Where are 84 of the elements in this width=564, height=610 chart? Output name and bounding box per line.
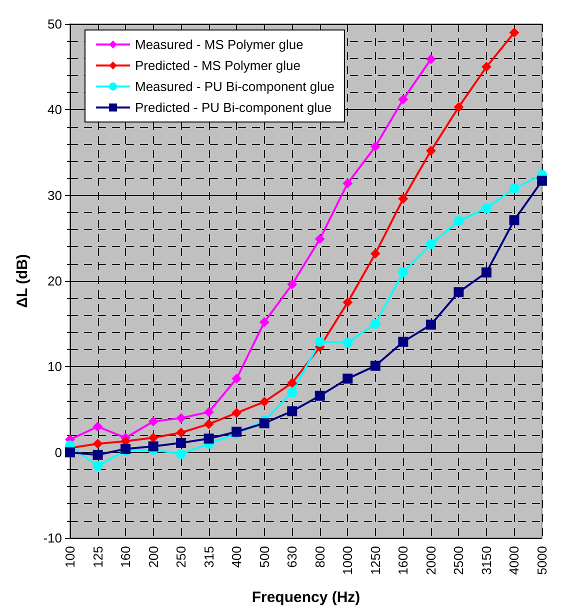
point: [537, 176, 547, 186]
x-tick-label: 800: [312, 546, 328, 568]
point: [370, 318, 380, 329]
point: [176, 413, 186, 424]
x-axis-title: Frequency (Hz): [252, 589, 360, 606]
point: [176, 449, 186, 460]
x-tick-label: 1600: [396, 546, 411, 575]
point: [509, 215, 520, 226]
point: [426, 54, 436, 64]
point: [232, 408, 242, 418]
point: [65, 447, 75, 458]
point: [509, 28, 520, 38]
point: [426, 146, 436, 156]
point: [287, 387, 298, 398]
point: [287, 406, 298, 416]
point: [92, 422, 103, 432]
point: [148, 441, 158, 452]
y-tick-label: 40: [48, 102, 62, 118]
point: [454, 287, 464, 298]
point: [398, 94, 408, 104]
y-tick-label: 20: [48, 274, 62, 288]
point: [204, 407, 214, 418]
x-tick-label: 3150: [478, 546, 494, 575]
x-tick-label: 315: [201, 546, 216, 568]
x-tick-label: 400: [229, 546, 244, 568]
y-tick-label: 10: [48, 359, 62, 374]
x-tick-label: 2000: [423, 546, 438, 575]
point: [370, 248, 380, 259]
legend-label: Measured - PU Bi-component glue: [135, 79, 334, 94]
point: [92, 461, 103, 472]
point: [148, 432, 158, 443]
point: [454, 216, 464, 226]
point: [426, 239, 436, 250]
x-tick-label: 5000: [534, 546, 550, 575]
point: [287, 378, 298, 388]
point: [314, 336, 325, 347]
point: [398, 194, 408, 204]
x-tick-label: 1250: [368, 546, 383, 575]
x-tick-label: 1000: [340, 546, 356, 575]
y-tick-label: 30: [48, 188, 62, 203]
x-tick-label: 4000: [506, 546, 522, 575]
x-tick-label: 630: [284, 546, 300, 568]
y-tick-label: -10: [43, 530, 62, 546]
point: [342, 297, 353, 308]
point: [370, 360, 380, 371]
point: [259, 418, 270, 428]
x-tick-label: 100: [62, 546, 78, 568]
point: [92, 438, 103, 449]
point: [314, 390, 325, 401]
point: [426, 320, 436, 330]
legend-label: Measured - MS Polymer glue: [135, 37, 304, 52]
x-tick-label: 2500: [451, 546, 466, 575]
point: [314, 234, 325, 244]
point: [370, 142, 380, 152]
x-tick-label: 500: [256, 546, 272, 568]
legend-label: Predicted - MS Polymer glue: [135, 58, 300, 73]
point: [287, 279, 298, 290]
legend-label: Predicted - PU Bi-component glue: [135, 100, 332, 115]
point: [148, 416, 158, 426]
point: [398, 267, 408, 278]
point: [398, 336, 408, 347]
point: [259, 396, 270, 407]
point: [232, 374, 242, 384]
x-tick-label: 125: [90, 546, 106, 568]
point: [204, 419, 214, 430]
point: [176, 428, 186, 438]
point: [481, 267, 492, 278]
point: [342, 178, 353, 188]
point: [176, 438, 186, 448]
point: [481, 62, 492, 72]
y-tick-label: 0: [54, 444, 62, 460]
point: [259, 317, 270, 328]
point: [454, 102, 464, 112]
point: [342, 374, 353, 384]
x-tick-label: 250: [174, 546, 189, 568]
x-tick-label: 200: [146, 546, 161, 568]
point: [92, 450, 103, 460]
y-axis-title: ΔL (dB): [14, 254, 31, 308]
point: [204, 434, 214, 444]
point: [509, 183, 520, 194]
point: [342, 338, 353, 348]
x-tick-label: 160: [118, 546, 134, 568]
point: [481, 203, 492, 214]
y-tick-label: 50: [48, 16, 62, 32]
